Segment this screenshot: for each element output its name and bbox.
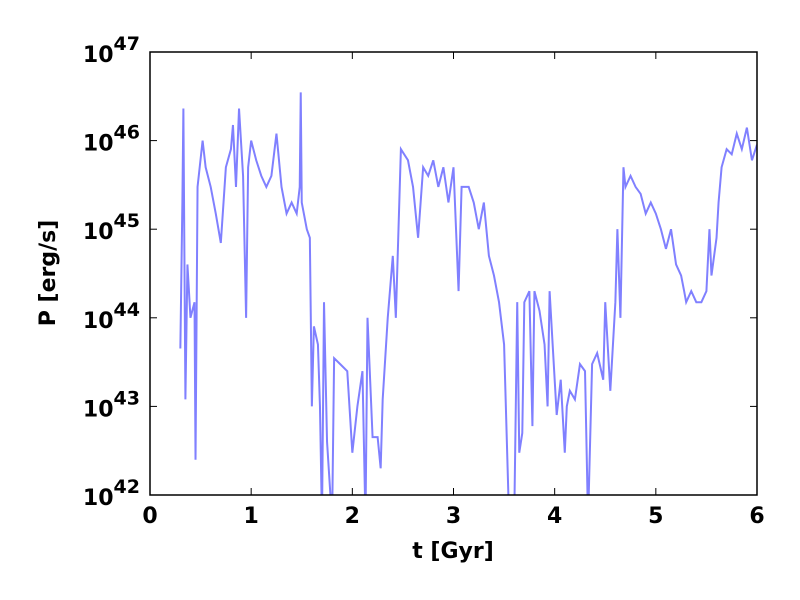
y-tick-label: 1042 [83,476,140,511]
data-line [179,92,757,495]
x-tick-label: 2 [345,504,360,529]
x-tick-label: 0 [142,504,157,529]
y-tick-label: 1044 [83,299,140,334]
x-tick-label: 4 [547,504,562,529]
y-tick-label: 1045 [83,210,140,245]
y-axis-label: P [erg/s] [36,220,61,327]
y-tick-label: 1043 [83,387,140,422]
plot-frame [149,51,758,496]
x-tick-label: 3 [446,504,461,529]
y-tick-label: 1046 [83,122,140,157]
y-tick-label: 1047 [83,33,140,68]
x-tick-label: 5 [648,504,663,529]
x-tick-label: 6 [749,504,764,529]
x-axis-label: t [Gyr] [412,539,494,564]
x-tick-label: 1 [244,504,259,529]
